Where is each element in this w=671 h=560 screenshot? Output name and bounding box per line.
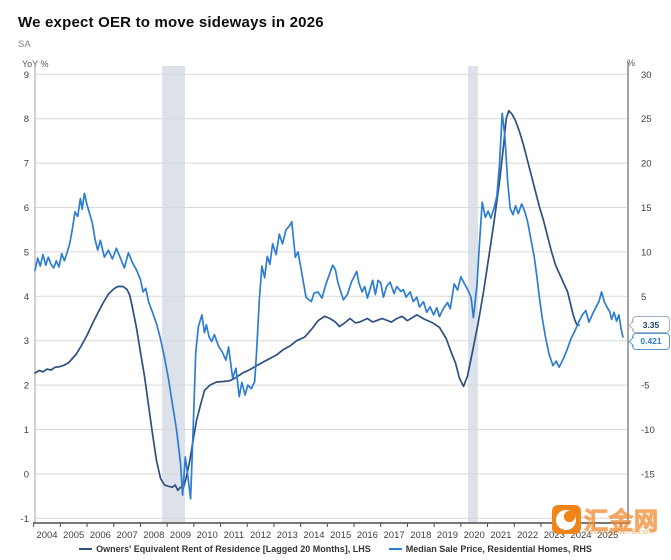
x-tick-label: 2007 bbox=[117, 530, 138, 541]
legend-item-oer: Owners' Equivalent Rent of Residence [La… bbox=[79, 544, 371, 554]
legend: Owners' Equivalent Rent of Residence [La… bbox=[0, 544, 671, 554]
y-right-tick-label: 25 bbox=[641, 114, 652, 125]
x-tick-label: 2022 bbox=[517, 530, 538, 541]
y-left-tick-label: 9 bbox=[24, 70, 29, 81]
y-left-tick-label: 7 bbox=[24, 159, 29, 170]
oer-line-swatch-icon bbox=[79, 548, 93, 550]
left-axis-unit-label: YoY % bbox=[22, 59, 49, 69]
y-right-tick-label: 10 bbox=[641, 247, 652, 258]
x-tick-label: 2005 bbox=[63, 530, 84, 541]
x-tick-label: 2006 bbox=[90, 530, 111, 541]
y-left-tick-label: 4 bbox=[24, 292, 29, 303]
msp-last-value: 0.421 bbox=[640, 336, 662, 347]
chart-title: We expect OER to move sideways in 2026 bbox=[18, 14, 324, 31]
oer-last-value: 3.35 bbox=[642, 319, 660, 330]
y-right-tick-label: 20 bbox=[641, 159, 652, 170]
recession-band bbox=[162, 66, 186, 523]
x-tick-label: 2019 bbox=[437, 530, 458, 541]
x-tick-label: 2010 bbox=[197, 530, 218, 541]
x-tick-label: 2011 bbox=[224, 530, 244, 541]
recession-band bbox=[468, 66, 478, 523]
msp-last-value-callout: 0.421 bbox=[628, 332, 670, 350]
y-left-tick-label: -1 bbox=[21, 514, 29, 525]
y-right-tick-label: 15 bbox=[641, 203, 652, 214]
x-tick-label: 2008 bbox=[143, 530, 164, 541]
x-tick-label: 2020 bbox=[464, 530, 485, 541]
legend-label-msp: Median Sale Price, Residential Homes, RH… bbox=[405, 544, 592, 554]
x-tick-label: 2025 bbox=[597, 530, 618, 541]
chart-subtitle: SA bbox=[18, 39, 31, 50]
x-tick-label: 2023 bbox=[544, 530, 565, 541]
y-left-tick-label: 0 bbox=[24, 469, 29, 480]
y-left-tick-label: 6 bbox=[24, 203, 29, 214]
y-right-tick-label: 30 bbox=[641, 70, 652, 81]
y-left-tick-label: 8 bbox=[24, 114, 29, 125]
x-tick-label: 2012 bbox=[250, 530, 271, 541]
x-tick-label: 2021 bbox=[490, 530, 511, 541]
x-tick-label: 2016 bbox=[357, 530, 378, 541]
legend-item-msp: Median Sale Price, Residential Homes, RH… bbox=[388, 544, 592, 554]
x-tick-label: 2009 bbox=[170, 530, 191, 541]
x-tick-label: 2018 bbox=[410, 530, 431, 541]
oer-line bbox=[34, 109, 580, 492]
y-right-tick-label: -10 bbox=[641, 425, 655, 436]
y-left-tick-label: 3 bbox=[24, 336, 29, 347]
msp-line bbox=[34, 112, 624, 500]
legend-label-oer: Owners' Equivalent Rent of Residence [La… bbox=[96, 544, 371, 554]
x-tick-label: 2013 bbox=[277, 530, 298, 541]
x-tick-label: 2014 bbox=[303, 530, 324, 541]
y-right-tick-label: -5 bbox=[641, 381, 649, 392]
msp-line-swatch-icon bbox=[388, 548, 402, 550]
y-left-tick-label: 1 bbox=[24, 425, 29, 436]
x-tick-label: 2024 bbox=[570, 530, 591, 541]
y-right-tick-label: -15 bbox=[641, 469, 655, 480]
x-tick-label: 2017 bbox=[384, 530, 405, 541]
y-left-tick-label: 2 bbox=[24, 381, 29, 392]
x-tick-label: 2015 bbox=[330, 530, 351, 541]
y-right-tick-label: 5 bbox=[641, 292, 646, 303]
oer-last-value-callout: 3.35 bbox=[628, 316, 670, 334]
right-axis-unit-label: % bbox=[627, 58, 635, 68]
x-tick-label: 2004 bbox=[36, 530, 57, 541]
y-left-tick-label: 5 bbox=[24, 247, 29, 258]
